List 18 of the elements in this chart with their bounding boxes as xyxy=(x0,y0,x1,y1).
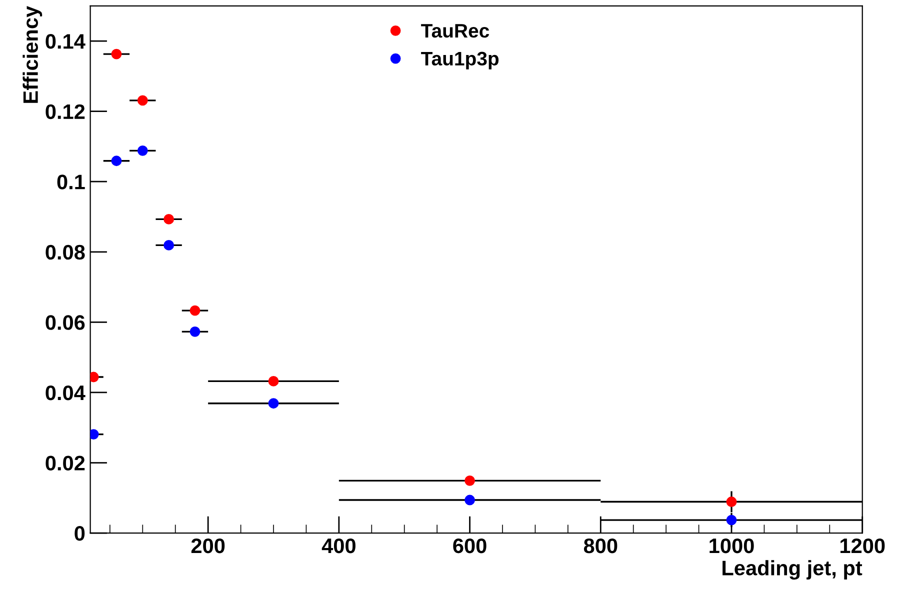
y-tick-label: 0.02 xyxy=(46,456,85,471)
y-tick-label: 0 xyxy=(74,526,85,541)
y-tick-label: 0.04 xyxy=(46,385,86,400)
x-axis-title: Leading jet, pt xyxy=(722,560,862,580)
y-tick-label: 0.12 xyxy=(46,104,85,120)
y-tick-label: 0.1 xyxy=(57,174,85,190)
y-axis-title: Efficiency xyxy=(22,6,42,103)
legend-label: Tau1p3p xyxy=(421,52,499,70)
y-tick-label: 0.14 xyxy=(46,34,86,49)
x-tick-label: 600 xyxy=(453,538,486,554)
y-tick-label: 0.06 xyxy=(46,315,85,330)
y-tick-label: 0.08 xyxy=(46,244,85,260)
x-tick-label: 1000 xyxy=(710,538,754,554)
legend-label: TauRec xyxy=(421,24,490,38)
x-tick-label: 800 xyxy=(584,538,618,554)
x-tick-label: 200 xyxy=(191,538,225,554)
x-tick-label: 1200 xyxy=(840,538,885,554)
x-tick-label: 400 xyxy=(322,538,356,554)
